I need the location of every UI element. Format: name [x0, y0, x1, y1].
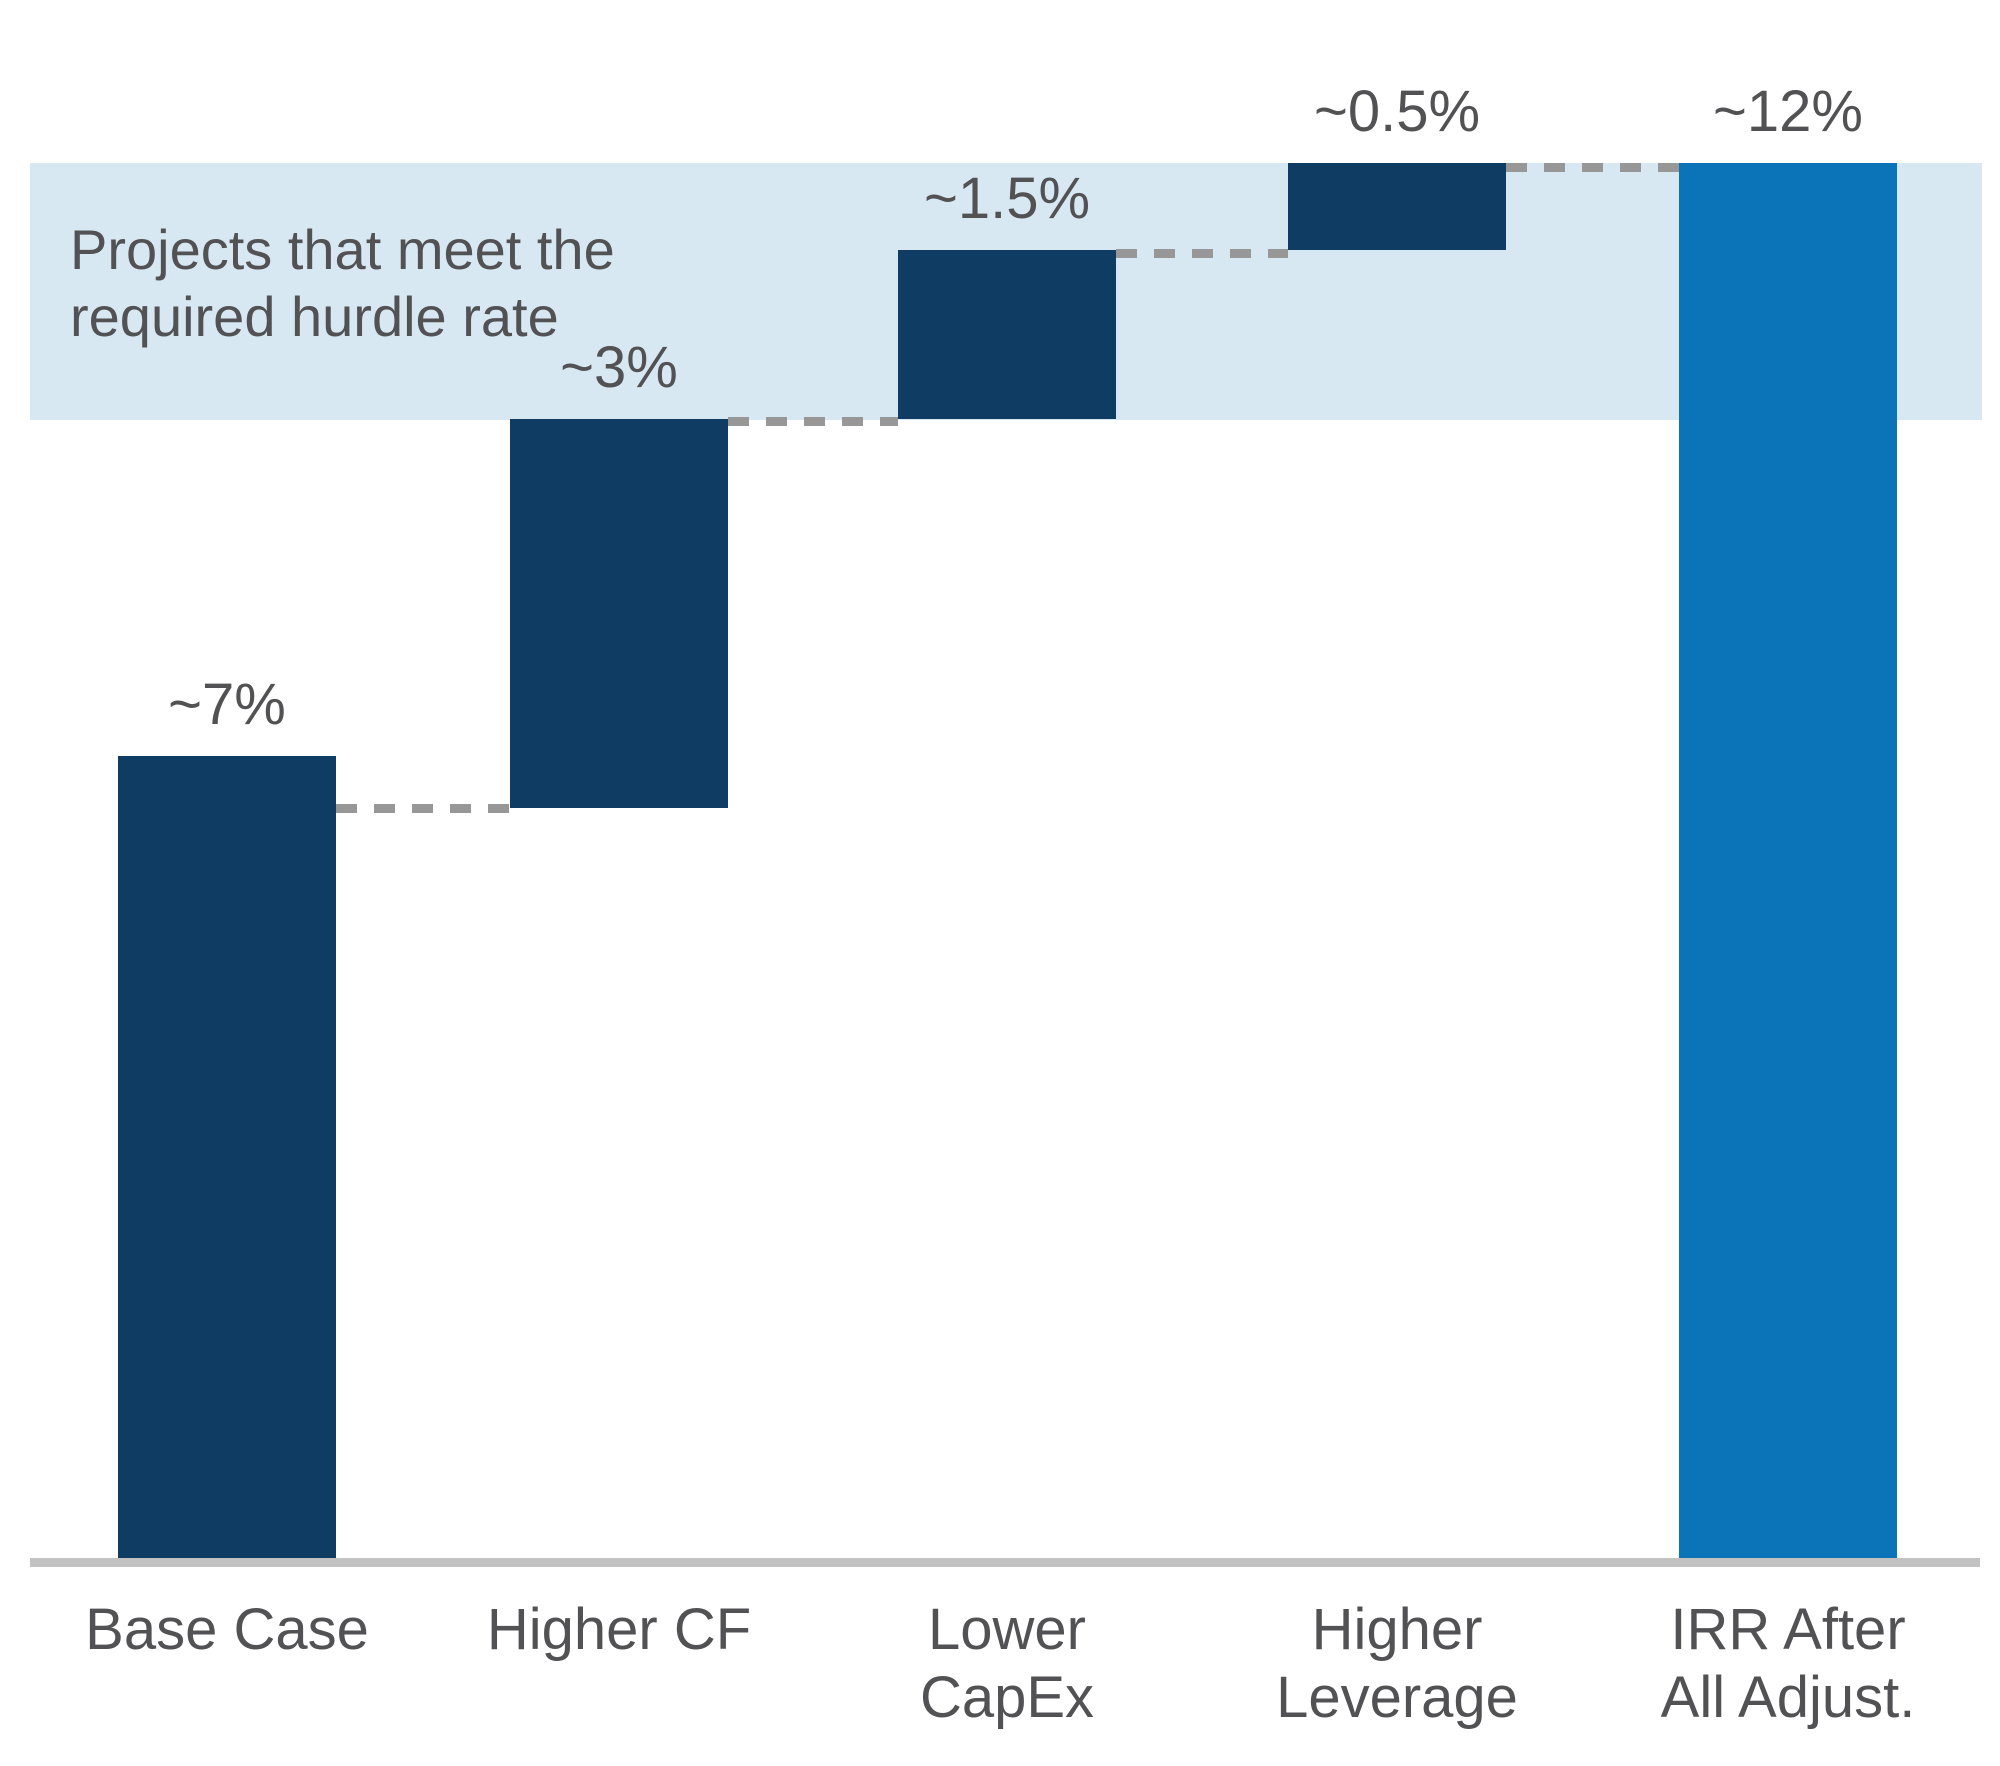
hurdle-band-annotation: Projects that meet the required hurdle r… — [70, 216, 615, 350]
hurdle-band-annotation-line2: required hurdle rate — [70, 285, 559, 348]
value-label-irr-after-all-adjust: ~12% — [1713, 79, 1863, 144]
connector-dashed-3 — [1116, 249, 1288, 259]
bar-higher-cf — [510, 418, 728, 809]
category-label-line: IRR After — [1670, 1597, 1906, 1662]
value-label-higher-leverage: ~0.5% — [1313, 79, 1481, 144]
category-label-irr-after-all-adjust: IRR After All Adjust. — [1568, 1596, 2000, 1732]
category-label-line: Higher CF — [486, 1597, 752, 1662]
category-label-line: CapEx — [919, 1665, 1095, 1730]
value-label-higher-cf: ~3% — [560, 334, 678, 400]
connector-dashed-1 — [336, 803, 510, 813]
bar-irr-after-all-adjust — [1679, 163, 1897, 1558]
value-label-base-case: ~7% — [168, 671, 286, 737]
x-axis-baseline — [30, 1558, 1980, 1567]
category-label-line: Leverage — [1276, 1665, 1518, 1730]
value-label-lower-capex: ~1.5% — [923, 166, 1091, 232]
bar-higher-leverage — [1288, 163, 1506, 251]
bar-lower-capex — [898, 250, 1116, 419]
connector-dashed-4 — [1506, 163, 1679, 173]
hurdle-band-annotation-line1: Projects that meet the — [70, 218, 615, 281]
category-label-higher-cf: Higher CF — [399, 1596, 839, 1664]
category-label-base-case: Base Case — [7, 1596, 447, 1664]
category-label-line: All Adjust. — [1660, 1665, 1916, 1730]
category-label-line: Base Case — [85, 1597, 369, 1662]
connector-dashed-2 — [728, 416, 898, 426]
category-label-higher-leverage: Higher Leverage — [1177, 1596, 1617, 1732]
category-label-line: Higher — [1311, 1597, 1483, 1662]
category-label-line: Lower — [928, 1597, 1086, 1662]
bar-base-case — [118, 755, 336, 1558]
category-label-lower-capex: Lower CapEx — [787, 1596, 1227, 1732]
